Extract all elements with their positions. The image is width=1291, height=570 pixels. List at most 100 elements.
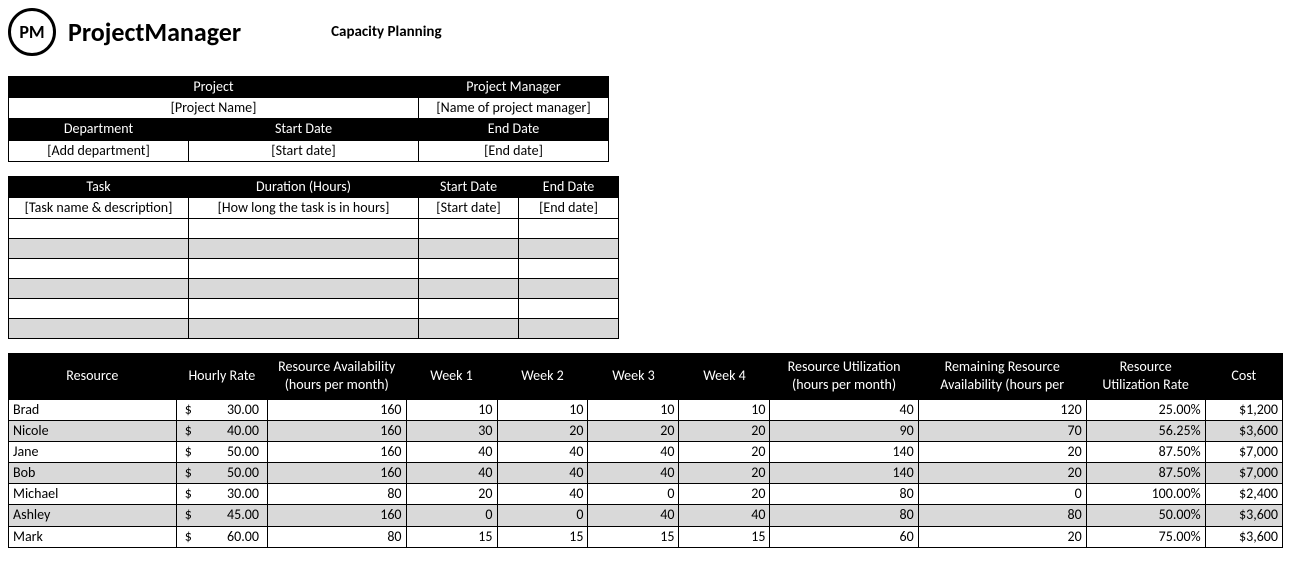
- resource-name[interactable]: Mark: [9, 526, 177, 547]
- resource-utilization-rate[interactable]: 56.25%: [1086, 420, 1205, 441]
- resource-week3[interactable]: 40: [588, 463, 679, 484]
- task-cell[interactable]: [189, 239, 419, 259]
- resource-remaining[interactable]: 0: [918, 484, 1086, 505]
- task-cell[interactable]: [419, 259, 519, 279]
- task-cell[interactable]: [9, 299, 189, 319]
- resource-availability[interactable]: 160: [267, 399, 406, 420]
- task-cell[interactable]: [9, 259, 189, 279]
- resource-name[interactable]: Nicole: [9, 420, 177, 441]
- resource-week2[interactable]: 0: [497, 505, 588, 526]
- task-cell[interactable]: [9, 279, 189, 299]
- resource-remaining[interactable]: 20: [918, 526, 1086, 547]
- resource-week1[interactable]: 0: [406, 505, 497, 526]
- value-start-date[interactable]: [Start date]: [189, 140, 419, 161]
- resource-cost[interactable]: $1,200: [1205, 399, 1282, 420]
- task-cell[interactable]: [519, 299, 619, 319]
- resource-availability[interactable]: 160: [267, 505, 406, 526]
- resource-week3[interactable]: 20: [588, 420, 679, 441]
- resource-name[interactable]: Jane: [9, 441, 177, 462]
- resource-week3[interactable]: 10: [588, 399, 679, 420]
- resource-utilization[interactable]: 140: [770, 463, 918, 484]
- resource-week2[interactable]: 10: [497, 399, 588, 420]
- resource-cost[interactable]: $3,600: [1205, 505, 1282, 526]
- resource-week3[interactable]: 15: [588, 526, 679, 547]
- resource-week4[interactable]: 20: [679, 441, 770, 462]
- resource-availability[interactable]: 80: [267, 484, 406, 505]
- resource-name[interactable]: Brad: [9, 399, 177, 420]
- resource-utilization-rate[interactable]: 50.00%: [1086, 505, 1205, 526]
- resource-remaining[interactable]: 70: [918, 420, 1086, 441]
- resource-week4[interactable]: 20: [679, 420, 770, 441]
- resource-cost[interactable]: $7,000: [1205, 441, 1282, 462]
- value-project[interactable]: [Project Name]: [9, 98, 419, 119]
- resource-remaining[interactable]: 20: [918, 463, 1086, 484]
- value-end-date[interactable]: [End date]: [419, 140, 609, 161]
- resource-week2[interactable]: 40: [497, 463, 588, 484]
- resource-rate[interactable]: $40.00: [176, 420, 267, 441]
- resource-cost[interactable]: $2,400: [1205, 484, 1282, 505]
- resource-week1[interactable]: 20: [406, 484, 497, 505]
- resource-rate[interactable]: $45.00: [176, 505, 267, 526]
- resource-name[interactable]: Ashley: [9, 505, 177, 526]
- task-placeholder-task[interactable]: [Task name & description]: [9, 197, 189, 218]
- resource-week4[interactable]: 20: [679, 484, 770, 505]
- resource-week2[interactable]: 20: [497, 420, 588, 441]
- resource-week1[interactable]: 40: [406, 441, 497, 462]
- task-cell[interactable]: [189, 299, 419, 319]
- task-cell[interactable]: [519, 319, 619, 339]
- task-cell[interactable]: [419, 219, 519, 239]
- task-cell[interactable]: [9, 239, 189, 259]
- resource-week2[interactable]: 15: [497, 526, 588, 547]
- resource-availability[interactable]: 80: [267, 526, 406, 547]
- resource-week3[interactable]: 40: [588, 441, 679, 462]
- value-project-manager[interactable]: [Name of project manager]: [419, 98, 609, 119]
- task-placeholder-end[interactable]: [End date]: [519, 197, 619, 218]
- resource-availability[interactable]: 160: [267, 463, 406, 484]
- task-cell[interactable]: [9, 319, 189, 339]
- resource-rate[interactable]: $30.00: [176, 484, 267, 505]
- resource-rate[interactable]: $30.00: [176, 399, 267, 420]
- resource-cost[interactable]: $3,600: [1205, 526, 1282, 547]
- resource-rate[interactable]: $60.00: [176, 526, 267, 547]
- task-cell[interactable]: [189, 319, 419, 339]
- resource-remaining[interactable]: 120: [918, 399, 1086, 420]
- task-cell[interactable]: [189, 219, 419, 239]
- resource-utilization-rate[interactable]: 87.50%: [1086, 463, 1205, 484]
- resource-utilization-rate[interactable]: 75.00%: [1086, 526, 1205, 547]
- resource-utilization-rate[interactable]: 87.50%: [1086, 441, 1205, 462]
- resource-week4[interactable]: 15: [679, 526, 770, 547]
- task-cell[interactable]: [519, 279, 619, 299]
- resource-utilization[interactable]: 60: [770, 526, 918, 547]
- task-cell[interactable]: [419, 319, 519, 339]
- resource-availability[interactable]: 160: [267, 420, 406, 441]
- task-cell[interactable]: [189, 259, 419, 279]
- resource-name[interactable]: Michael: [9, 484, 177, 505]
- task-cell[interactable]: [419, 279, 519, 299]
- resource-week1[interactable]: 40: [406, 463, 497, 484]
- resource-utilization-rate[interactable]: 100.00%: [1086, 484, 1205, 505]
- resource-cost[interactable]: $7,000: [1205, 463, 1282, 484]
- task-cell[interactable]: [419, 299, 519, 319]
- resource-remaining[interactable]: 80: [918, 505, 1086, 526]
- resource-rate[interactable]: $50.00: [176, 441, 267, 462]
- resource-name[interactable]: Bob: [9, 463, 177, 484]
- resource-week3[interactable]: 0: [588, 484, 679, 505]
- resource-week2[interactable]: 40: [497, 484, 588, 505]
- task-placeholder-start[interactable]: [Start date]: [419, 197, 519, 218]
- resource-availability[interactable]: 160: [267, 441, 406, 462]
- task-cell[interactable]: [519, 219, 619, 239]
- resource-utilization[interactable]: 90: [770, 420, 918, 441]
- resource-utilization-rate[interactable]: 25.00%: [1086, 399, 1205, 420]
- task-cell[interactable]: [519, 259, 619, 279]
- task-cell[interactable]: [419, 239, 519, 259]
- resource-week1[interactable]: 10: [406, 399, 497, 420]
- resource-week4[interactable]: 10: [679, 399, 770, 420]
- resource-week4[interactable]: 20: [679, 463, 770, 484]
- task-cell[interactable]: [519, 239, 619, 259]
- resource-rate[interactable]: $50.00: [176, 463, 267, 484]
- resource-cost[interactable]: $3,600: [1205, 420, 1282, 441]
- resource-utilization[interactable]: 80: [770, 484, 918, 505]
- task-cell[interactable]: [189, 279, 419, 299]
- resource-week4[interactable]: 40: [679, 505, 770, 526]
- value-department[interactable]: [Add department]: [9, 140, 189, 161]
